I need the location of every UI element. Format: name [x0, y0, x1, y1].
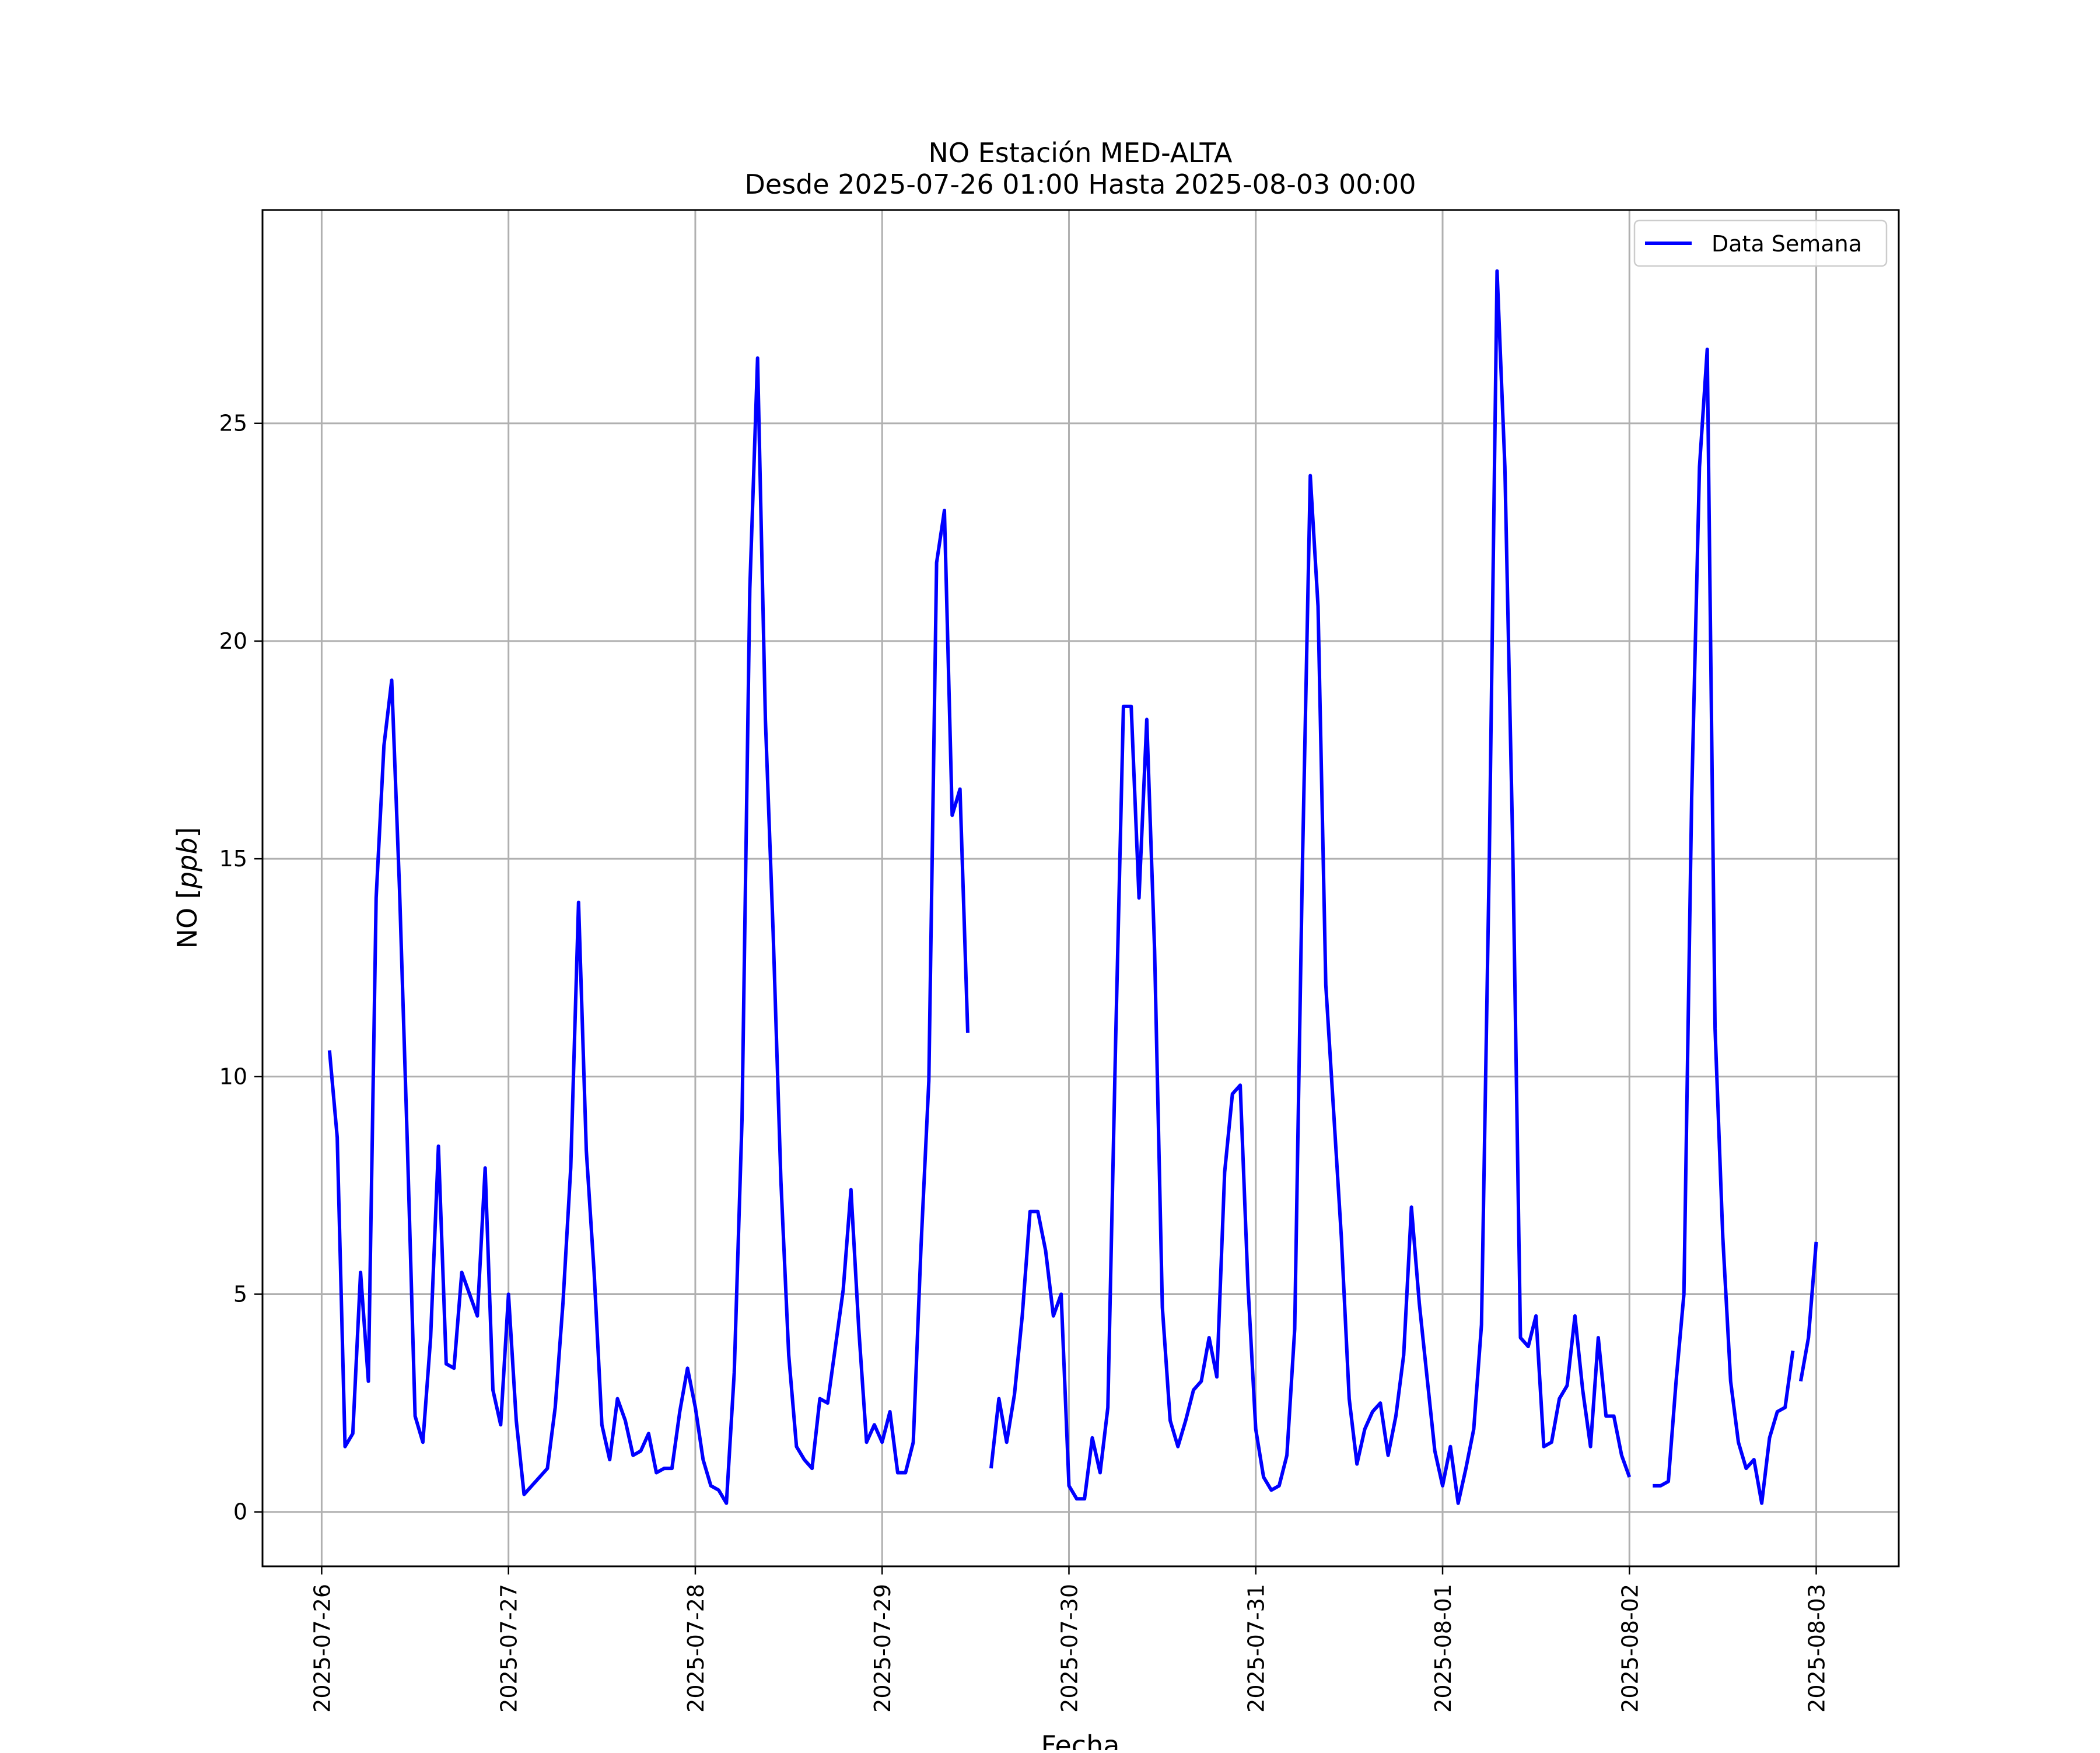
y-tick-label: 15 — [219, 846, 247, 872]
x-tick-label: 2025-08-02 — [1617, 1584, 1643, 1713]
legend-box — [1633, 219, 1888, 267]
x-tick-label: 2025-07-31 — [1244, 1584, 1269, 1713]
series-line-segment — [1653, 347, 1795, 1505]
x-tick-label: 2025-08-01 — [1430, 1584, 1456, 1713]
x-tick-label: 2025-07-28 — [683, 1584, 709, 1713]
y-axis-label-main: NO — [172, 899, 203, 949]
chart-legend: Data Semana — [1633, 219, 1888, 267]
x-tick-label: 2025-07-27 — [496, 1584, 522, 1713]
y-tick-label: 5 — [233, 1282, 247, 1307]
y-tick-label: 25 — [219, 411, 247, 436]
data-series-layer — [327, 269, 1818, 1505]
grid-lines — [262, 210, 1899, 1566]
y-axis-label: NO [ppb] — [172, 827, 203, 949]
x-tick-label: 2025-07-30 — [1056, 1584, 1082, 1713]
legend-label: Data Semana — [1712, 231, 1862, 257]
x-tick-label: 2025-08-03 — [1804, 1584, 1830, 1713]
y-tick-label: 0 — [233, 1499, 247, 1525]
chart-title: NO Estación MED-ALTA — [928, 137, 1233, 169]
x-tick-label: 2025-07-29 — [870, 1584, 895, 1713]
y-tick-label: 10 — [219, 1063, 247, 1089]
y-axis-label-unit: ppb — [172, 838, 203, 890]
series-line-segment — [989, 269, 1632, 1505]
x-axis-label: Fecha — [1041, 1730, 1120, 1750]
x-tick-label: 2025-07-26 — [309, 1584, 335, 1713]
y-tick-label: 20 — [219, 628, 247, 654]
series-line-segment — [1798, 1241, 1818, 1382]
plot-frame — [261, 209, 1900, 1567]
axis-ticks: 2025-07-26 2025-07-27 2025-07-28 2025-07-29… — [219, 411, 1830, 1713]
series-line-segment — [327, 356, 970, 1505]
chart-subtitle: Desde 2025-07-26 01:00 Hasta 2025-08-03 … — [744, 169, 1416, 200]
